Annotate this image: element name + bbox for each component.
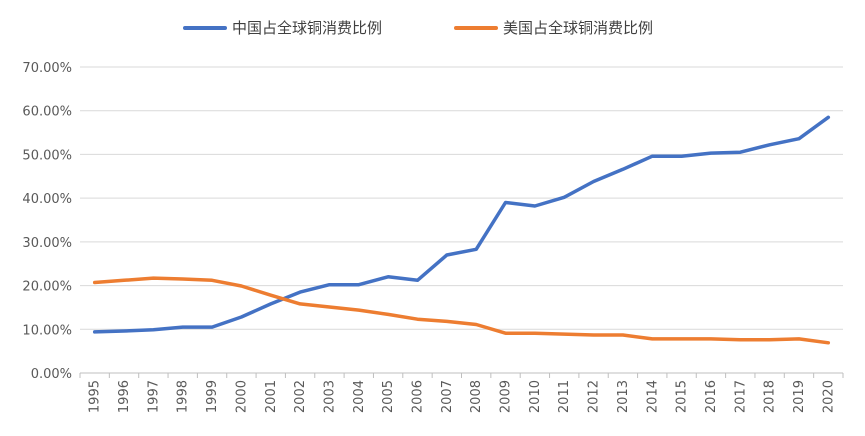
- y-tick-label: 0.00%: [31, 367, 72, 382]
- x-tick-label: 2014: [645, 380, 660, 413]
- x-tick-label: 2010: [528, 380, 543, 413]
- legend-item-usa: 美国占全球铜消费比例: [454, 19, 653, 37]
- x-tick-label: 2004: [352, 380, 367, 413]
- x-tick-label: 2012: [587, 380, 602, 413]
- x-tick-label: 2008: [469, 380, 484, 413]
- series-line-usa: [92, 276, 831, 345]
- x-tick-label: 2003: [322, 380, 337, 413]
- legend-item-china: 中国占全球铜消费比例: [183, 19, 382, 37]
- x-tick-label: 1998: [176, 380, 191, 413]
- x-tick-label: 2015: [675, 380, 690, 413]
- y-axis: 0.00% 10.00% 20.00% 30.00% 40.00% 50.00% 60.00…: [22, 61, 72, 382]
- x-tick-label: 2011: [557, 380, 572, 413]
- y-tick-label: 50.00%: [22, 148, 72, 163]
- x-tick-label: 2009: [499, 380, 514, 413]
- x-tick-label: 2019: [792, 380, 807, 413]
- x-axis: 1995 1996 1997 1998 1999 2000 2001 2002 2003 2004…: [79, 372, 844, 413]
- x-tick-label: 2001: [264, 380, 279, 413]
- y-tick-label: 20.00%: [22, 280, 72, 295]
- legend-label-china: 中国占全球铜消费比例: [232, 19, 382, 37]
- y-tick-label: 10.00%: [22, 323, 72, 338]
- x-tick-label: 2016: [704, 380, 719, 413]
- y-tick-label: 60.00%: [22, 105, 72, 120]
- y-tick-label: 40.00%: [22, 192, 72, 207]
- x-tick-label: 1999: [205, 380, 220, 413]
- x-tick-label: 2020: [821, 380, 836, 413]
- series-layer: [92, 115, 831, 345]
- y-tick-label: 70.00%: [22, 61, 72, 76]
- x-tick-label: 2018: [763, 380, 778, 413]
- legend-label-usa: 美国占全球铜消费比例: [503, 19, 653, 37]
- y-tick-label: 30.00%: [22, 236, 72, 251]
- x-tick-label: 2006: [410, 380, 425, 413]
- x-tick-label: 2000: [234, 380, 249, 413]
- x-tick-label: 2007: [440, 380, 455, 413]
- series-line-china: [92, 115, 831, 334]
- x-tick-label: 1996: [117, 380, 132, 413]
- x-tick-label: 1997: [146, 380, 161, 413]
- legend: 中国占全球铜消费比例 美国占全球铜消费比例: [183, 19, 653, 37]
- x-tick-label: 1995: [88, 380, 103, 413]
- x-tick-label: 2005: [381, 380, 396, 413]
- x-tick-label: 2013: [616, 380, 631, 413]
- x-tick-label: 2017: [733, 380, 748, 413]
- x-tick-label: 2002: [293, 380, 308, 413]
